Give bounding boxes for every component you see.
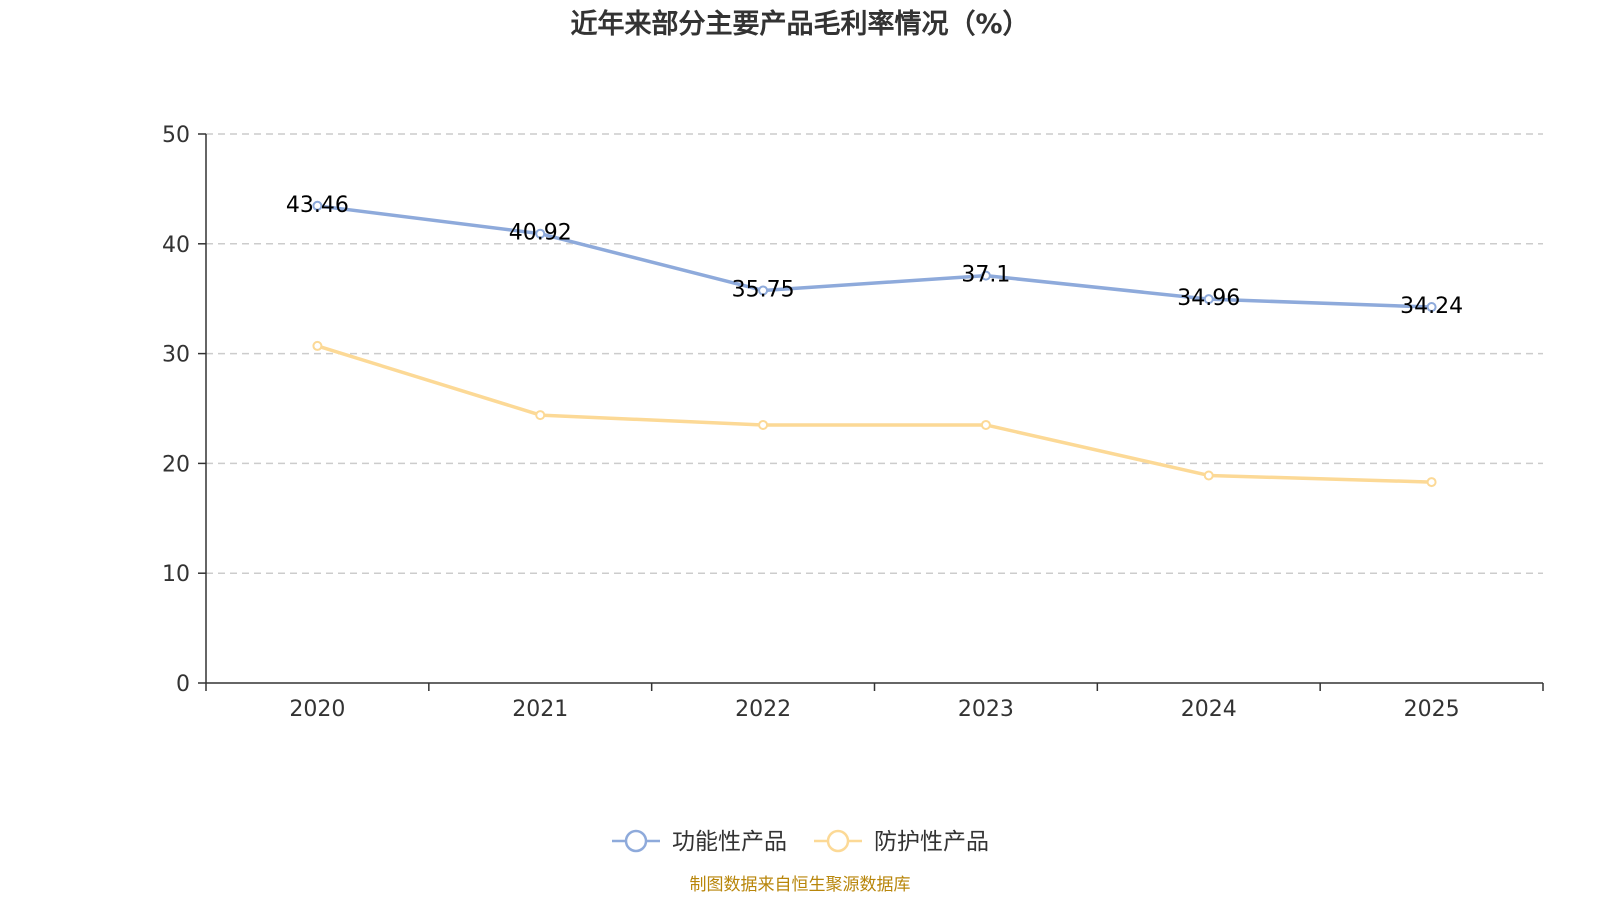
data-point[interactable] [1203,470,1214,481]
data-point[interactable] [535,228,546,239]
y-tick-label: 30 [162,343,190,368]
legend-item-1[interactable]: 功能性产品 [612,829,787,855]
x-tick-label: 2020 [289,697,345,722]
data-point[interactable] [312,200,323,211]
data-point[interactable] [312,340,323,351]
data-point[interactable] [1426,302,1437,313]
chart-title: 近年来部分主要产品毛利率情况（%） [570,8,1029,40]
data-label: 43.46 [286,193,349,218]
y-tick-label: 40 [162,233,190,258]
data-labels: 43.46 40.92 35.75 37.1 34.96 34.24 [286,193,1463,319]
data-label: 34.96 [1177,286,1240,311]
data-label: 35.75 [732,277,795,302]
data-point[interactable] [980,419,991,430]
x-tick-label: 2024 [1181,697,1237,722]
legend-item-2[interactable]: 防护性产品 [814,829,989,855]
source-note: 制图数据来自恒生聚源数据库 [690,875,911,895]
legend-label: 防护性产品 [874,829,989,855]
gridlines [206,133,1543,574]
legend-label: 功能性产品 [672,829,787,855]
series-line-1 [317,204,1432,309]
data-label: 37.1 [961,263,1010,288]
legend[interactable]: 功能性产品 防护性产品 [612,829,989,855]
series-group [312,200,1437,488]
data-point[interactable] [758,419,769,430]
y-tick-label: 50 [162,123,190,148]
data-point[interactable] [758,285,769,296]
series-line-2 [316,344,1432,484]
data-label: 34.24 [1400,294,1463,319]
x-tick-label: 2023 [958,697,1014,722]
legend-marker [826,829,850,853]
legend-marker [624,829,648,853]
y-tick-label: 0 [176,672,190,697]
data-label: 40.92 [509,221,572,246]
y-tick-label: 10 [162,562,190,587]
x-tick-label: 2022 [735,697,791,722]
data-point[interactable] [980,270,991,281]
x-tick-label: 2021 [512,697,568,722]
x-tick-label: 2025 [1404,697,1460,722]
data-point[interactable] [1426,477,1437,488]
data-point[interactable] [535,410,546,421]
axes: 0 10 20 30 40 50 2020 2021 2022 2023 2024 2025 [162,123,1544,722]
y-tick-label: 20 [162,452,190,477]
data-point[interactable] [1203,294,1214,305]
